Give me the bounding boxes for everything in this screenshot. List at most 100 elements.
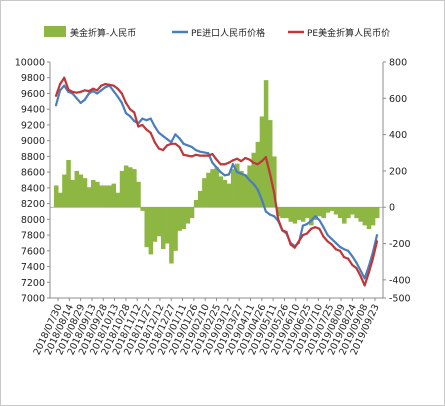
series-0-point-66 xyxy=(326,233,329,237)
series-1-point-23 xyxy=(149,131,152,134)
area-bar-77 xyxy=(370,207,376,226)
series-0-point-47 xyxy=(248,178,251,182)
series-1-point-69 xyxy=(338,249,342,252)
series-0-point-6 xyxy=(79,101,82,105)
area-bar-28 xyxy=(169,207,174,264)
area-bar-29 xyxy=(173,207,178,251)
series-1-point-78 xyxy=(375,240,379,243)
series-1-point-21 xyxy=(141,123,144,127)
right-tick-label-3: 200 xyxy=(389,166,407,177)
left-tick-label-4: 9200 xyxy=(21,120,45,131)
series-0-point-3 xyxy=(67,90,70,93)
series-0-point-2 xyxy=(63,84,66,87)
lines-layer xyxy=(54,76,379,287)
series-0-point-74 xyxy=(359,269,362,272)
series-1-point-43 xyxy=(231,159,235,162)
series-1-point-46 xyxy=(244,156,247,160)
series-0-point-60 xyxy=(301,224,305,227)
series-0-point-42 xyxy=(227,173,230,176)
series-1-point-35 xyxy=(198,154,202,157)
series-1-point-42 xyxy=(227,161,230,164)
series-1-point-60 xyxy=(301,233,305,237)
series-0-point-19 xyxy=(133,119,136,123)
series-1-point-7 xyxy=(83,89,86,92)
area-bar-44 xyxy=(235,163,240,208)
series-1-point-67 xyxy=(330,243,333,246)
series-1-point-6 xyxy=(79,90,82,93)
series-0-point-10 xyxy=(96,92,99,95)
right-tick-label-5: -200 xyxy=(389,239,411,250)
area-bar-20 xyxy=(136,181,141,208)
series-1-point-13 xyxy=(108,83,111,86)
series-1-point-30 xyxy=(178,145,181,149)
series-0-point-30 xyxy=(178,137,181,140)
series-1-point-28 xyxy=(170,142,173,145)
area-bar-36 xyxy=(202,178,207,208)
area-bar-58 xyxy=(292,207,298,224)
legend-swatch-0 xyxy=(44,26,66,37)
series-1-point-37 xyxy=(207,154,210,157)
series-1-point-24 xyxy=(153,141,156,144)
series-0-point-15 xyxy=(116,95,119,98)
series-0-point-53 xyxy=(273,215,276,218)
area-bar-52 xyxy=(267,120,273,208)
series-0-point-69 xyxy=(338,245,342,248)
series-0-point-38 xyxy=(211,161,214,164)
area-bar-38 xyxy=(210,169,215,208)
series-0-point-40 xyxy=(219,171,222,174)
series-1-point-15 xyxy=(116,87,119,90)
series-1-point-29 xyxy=(174,142,177,145)
series-0-point-48 xyxy=(252,182,255,186)
series-1-point-32 xyxy=(186,154,189,157)
area-bar-47 xyxy=(247,165,252,208)
area-bar-9 xyxy=(90,180,96,208)
series-0-point-25 xyxy=(157,131,160,134)
right-tick-label-0: 800 xyxy=(389,58,407,69)
area-bar-17 xyxy=(123,165,129,208)
series-1-point-66 xyxy=(326,240,329,243)
series-1-point-64 xyxy=(318,227,321,230)
series-0-point-35 xyxy=(198,150,202,153)
area-bar-76 xyxy=(366,207,372,230)
series-0-point-12 xyxy=(104,86,107,89)
right-tick-label-7: -500 xyxy=(389,294,411,305)
series-1-point-8 xyxy=(87,90,91,93)
area-bar-37 xyxy=(206,172,211,208)
area-bar-33 xyxy=(189,207,195,219)
area-bar-74 xyxy=(358,207,363,222)
series-0-point-64 xyxy=(318,219,321,222)
area-bar-73 xyxy=(354,207,359,219)
series-0-point-11 xyxy=(100,89,103,92)
area-bar-4 xyxy=(70,180,75,208)
area-bar-63 xyxy=(313,207,318,220)
series-1-point-61 xyxy=(305,232,309,235)
area-bar-46 xyxy=(243,174,248,208)
series-1-point-45 xyxy=(240,160,243,163)
series-1-point-36 xyxy=(203,154,206,157)
area-bar-12 xyxy=(103,185,108,208)
series-0-point-45 xyxy=(240,172,243,175)
series-1-point-9 xyxy=(91,87,95,90)
series-1-point-77 xyxy=(371,257,374,260)
series-0-point-62 xyxy=(310,219,313,223)
area-bar-41 xyxy=(222,180,228,208)
area-bar-14 xyxy=(111,183,117,208)
series-1-point-38 xyxy=(211,152,214,156)
legend-label-0: 美金折算-人民币 xyxy=(70,27,136,39)
series-0-point-27 xyxy=(166,137,169,141)
area-bar-11 xyxy=(99,185,104,208)
series-1-point-20 xyxy=(137,125,140,128)
series-1-point-1 xyxy=(59,82,62,86)
series-1-point-4 xyxy=(71,90,74,93)
left-tick-label-9: 8200 xyxy=(21,199,45,210)
left-tick-label-7: 8600 xyxy=(21,168,45,179)
series-0-point-9 xyxy=(91,90,95,93)
series-0-point-36 xyxy=(203,151,206,154)
series-1-point-11 xyxy=(100,84,103,87)
series-1-point-70 xyxy=(342,255,346,259)
area-bar-54 xyxy=(276,207,281,217)
area-bar-18 xyxy=(128,167,133,208)
area-bar-45 xyxy=(239,170,244,208)
area-bar-57 xyxy=(288,207,294,222)
series-1-point-16 xyxy=(120,92,123,95)
